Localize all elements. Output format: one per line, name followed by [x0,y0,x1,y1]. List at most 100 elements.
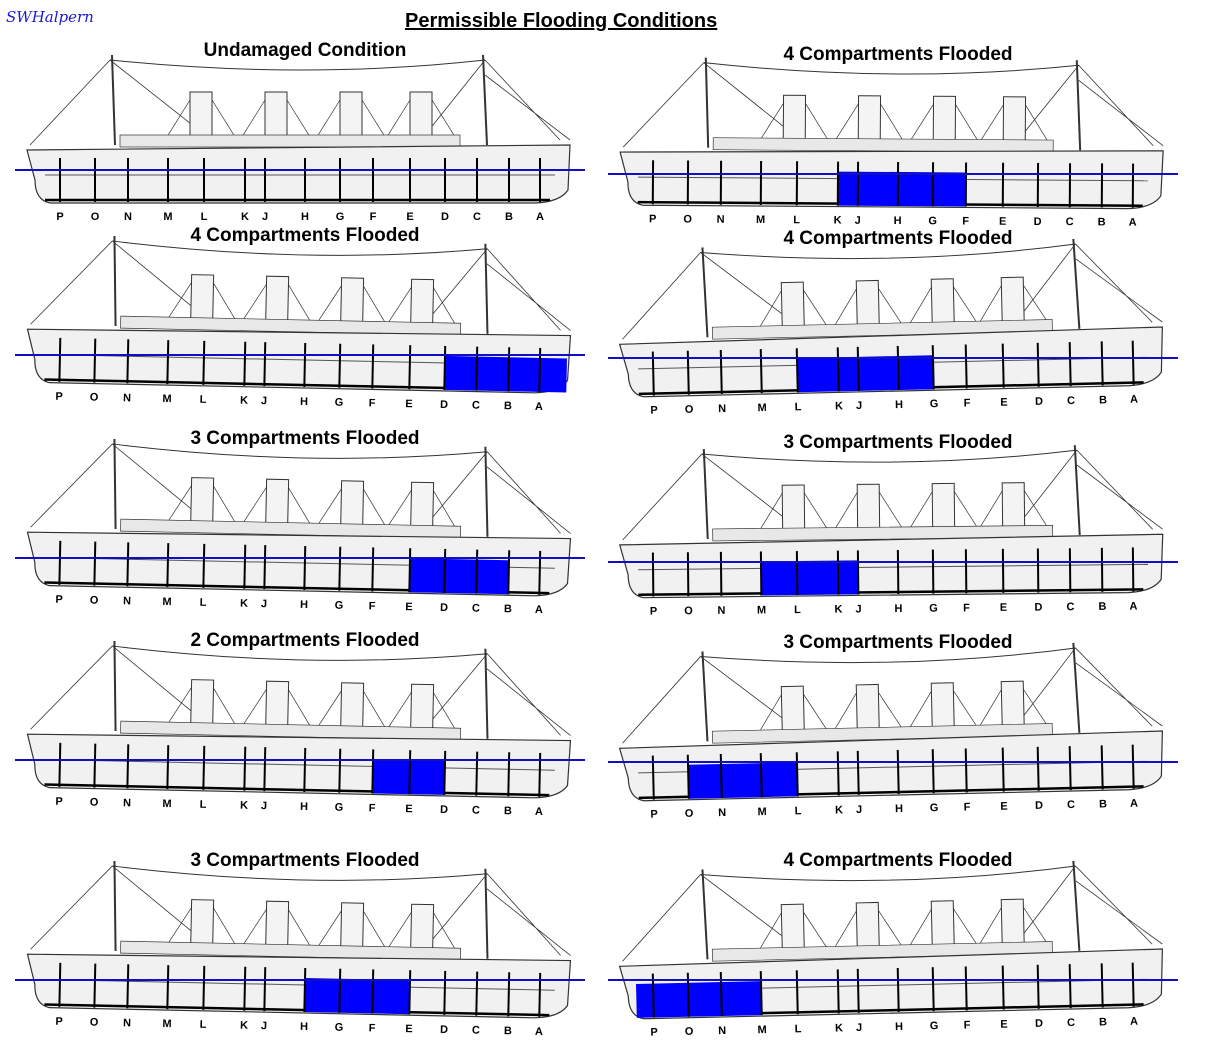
bulkhead [896,345,900,391]
aft-mast [113,860,117,952]
bulkhead-label-b: B [1099,1016,1107,1028]
bulkhead-label-o: O [683,214,692,226]
double-bottom [44,783,550,797]
fore-mast [1073,445,1081,536]
funnel-stay [757,492,830,534]
bulkhead-label-g: G [930,1020,939,1032]
bulkhead [1131,744,1135,789]
panel-title: Undamaged Condition [203,40,407,61]
bulkhead-label-a: A [1130,798,1138,810]
bulkhead [507,347,511,392]
bulkhead-label-k: K [240,598,248,610]
bulkhead [166,340,170,385]
funnel [340,277,365,324]
flooding-panel: P O N M L K J H G F E D C B A 4 Compartments Flooded [598,228,1198,428]
bulkhead-label-c: C [473,211,481,223]
bulkhead [964,344,968,389]
funnel [1000,276,1025,324]
funnel-stay [164,99,238,141]
bulkhead-label-a: A [535,604,543,616]
bulkhead [856,750,860,795]
funnel-stay [832,288,905,330]
bulkhead-label-p: P [55,1016,63,1028]
bulkhead-label-h: H [300,396,308,408]
funnel-stay [240,908,313,951]
bulkhead-label-n: N [123,595,131,607]
funnel-stay [976,284,1050,327]
superstructure [119,134,461,148]
funnel-stay [385,490,458,532]
bulkhead-label-j: J [856,1022,862,1034]
bulkhead [719,971,723,1017]
bulkhead-label-d: D [441,211,449,223]
bulkhead-label-f: F [963,602,970,614]
rigging-line [703,62,1079,75]
bulkhead-label-h: H [894,215,902,227]
bulkhead [795,970,799,1015]
bulkhead-label-a: A [536,211,544,223]
funnel-stay [832,103,906,145]
funnel [265,680,290,728]
bulkhead [202,965,206,1010]
funnel-stay [165,282,238,324]
funnel-stay [165,687,238,729]
rigging-line [112,645,488,661]
bulkhead-label-f: F [369,397,376,409]
bulkhead [303,545,307,591]
bulkhead-label-h: H [894,603,902,615]
bulkhead [263,747,267,792]
bulkhead [1036,964,1040,1009]
bulkhead [795,752,799,797]
bulkhead-label-p: P [650,808,658,820]
bulkhead-label-m: M [757,604,766,616]
bulkhead [1001,747,1005,792]
bulkhead-label-n: N [123,1017,131,1029]
bulkhead-label-e: E [405,398,413,410]
bulkhead-label-o: O [685,808,694,820]
bulkhead-label-c: C [1066,216,1074,228]
bulkhead-label-j: J [261,800,267,812]
bulkhead-label-m: M [757,1024,766,1036]
bulkhead-label-h: H [300,599,308,611]
funnel [340,480,365,527]
funnel-stay [384,99,458,141]
funnel-stay [832,910,905,952]
rigging-line [29,59,571,146]
bulkhead [371,749,375,794]
bulkhead [303,967,307,1013]
rigging-line [622,449,1163,541]
hull [26,733,572,799]
rigging-line [30,240,571,331]
funnel-stay [165,907,238,949]
funnel-stay [240,486,313,529]
fore-mast [484,243,489,334]
bulkhead [166,745,170,790]
superstructure [712,137,1054,153]
bulkhead-label-d: D [440,602,448,614]
bulkhead [58,962,62,1007]
bulkhead-label-e: E [406,211,413,223]
bulkhead-label-l: L [200,1019,207,1031]
bulkhead-label-f: F [369,600,376,612]
bulkhead-label-e: E [1000,397,1008,409]
funnel [410,683,435,731]
bulkhead-label-l: L [795,805,802,817]
flooding-panel: P O N M L K J H G F E D C B A 4 Compartments Flooded [598,44,1198,244]
bulkhead [166,543,170,588]
funnel-stay [907,908,980,950]
bulkhead-label-c: C [1067,799,1075,811]
bulkhead-label-e: E [1000,602,1007,614]
funnel [855,901,880,949]
bulkhead-label-a: A [535,806,543,818]
rigging-line [622,647,1163,744]
bulkhead [243,341,247,386]
flooding-panel: P O N M L K J H G F E D C B A 4 Compartments Flooded [598,850,1198,1050]
flooding-panel: P O N M L K J H G F E D C B A 3 Compartments Flooded [598,632,1198,832]
bulkhead-label-p: P [649,213,656,225]
